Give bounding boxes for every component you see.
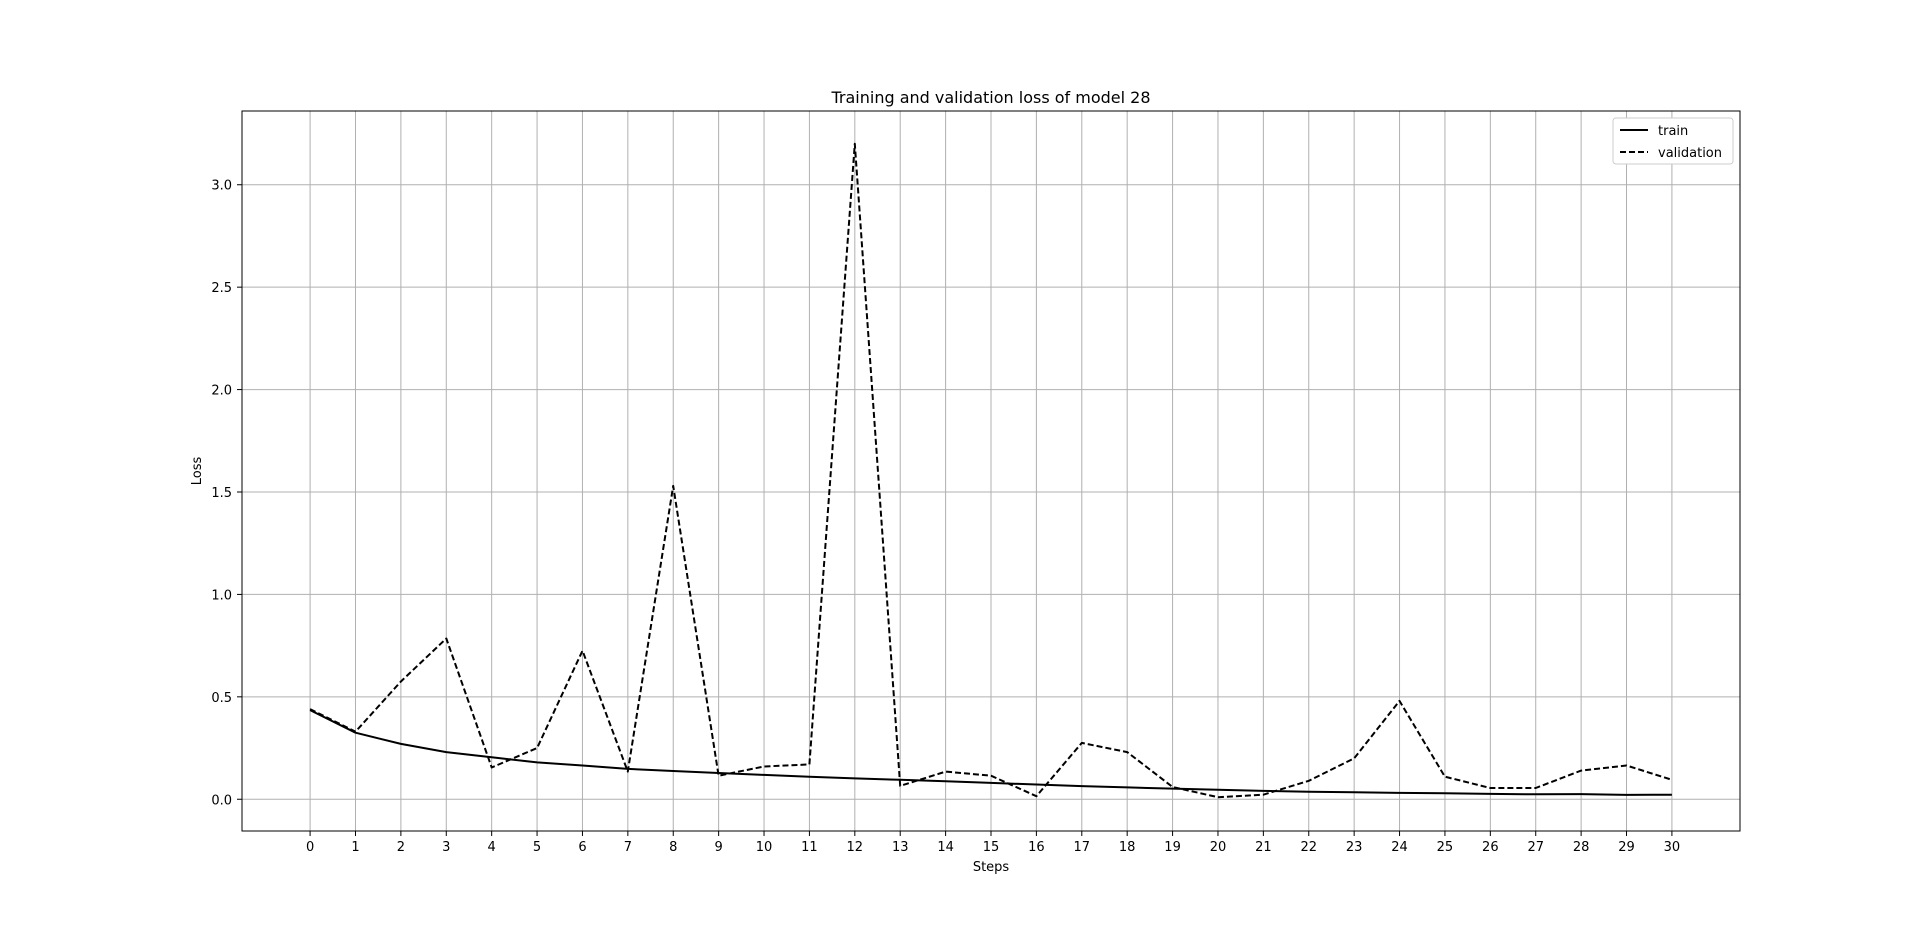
- x-tick-label: 19: [1164, 840, 1181, 855]
- chart-title: Training and validation loss of model 28: [830, 88, 1150, 107]
- x-tick-label: 30: [1664, 840, 1681, 855]
- legend-validation-label: validation: [1658, 146, 1722, 161]
- x-tick-label: 26: [1482, 840, 1499, 855]
- grid: [242, 111, 1740, 831]
- y-tick-label: 1.5: [211, 486, 232, 501]
- x-tick-label: 4: [488, 840, 496, 855]
- x-tick-label: 14: [937, 840, 954, 855]
- x-tick-label: 1: [351, 840, 359, 855]
- y-axis-label: Loss: [190, 457, 205, 486]
- x-tick-label: 27: [1527, 840, 1544, 855]
- x-tick-label: 17: [1074, 840, 1091, 855]
- y-tick-label: 0.0: [211, 793, 232, 808]
- x-axis-label: Steps: [973, 860, 1010, 875]
- x-tick-label: 18: [1119, 840, 1136, 855]
- x-tick-label: 2: [397, 840, 405, 855]
- x-tick-label: 16: [1028, 840, 1045, 855]
- x-tick-label: 9: [714, 840, 722, 855]
- x-tick-label: 12: [847, 840, 864, 855]
- y-tick-label: 3.0: [211, 179, 232, 194]
- x-tick-label: 6: [578, 840, 586, 855]
- x-tick-label: 25: [1437, 840, 1454, 855]
- y-tick-label: 1.0: [211, 588, 232, 603]
- validation-series-line: [309, 142, 1673, 799]
- y-axis: 0.0 0.5 1.0 1.5 2.0 2.5 3.0: [211, 179, 242, 808]
- x-tick-label: 24: [1391, 840, 1408, 855]
- x-tick-label: 10: [756, 840, 773, 855]
- x-tick-label: 28: [1573, 840, 1590, 855]
- y-tick-label: 2.0: [211, 384, 232, 399]
- x-tick-label: 23: [1346, 840, 1363, 855]
- x-tick-label: 29: [1618, 840, 1635, 855]
- legend-train-label: train: [1658, 124, 1688, 139]
- x-tick-label: 13: [892, 840, 909, 855]
- series-layer: [309, 142, 1673, 799]
- train-series-line: [309, 709, 1672, 796]
- x-tick-label: 7: [624, 840, 632, 855]
- x-tick-label: 3: [442, 840, 450, 855]
- x-tick-label: 22: [1300, 840, 1317, 855]
- x-tick-label: 0: [306, 840, 314, 855]
- x-tick-label: 11: [801, 840, 818, 855]
- x-tick-label: 20: [1210, 840, 1227, 855]
- x-tick-label: 5: [533, 840, 541, 855]
- y-tick-label: 2.5: [211, 281, 232, 296]
- x-tick-label: 8: [669, 840, 677, 855]
- x-tick-label: 21: [1255, 840, 1272, 855]
- legend: train validation: [1612, 117, 1734, 165]
- x-axis: 0 1 2 3 4 5 6 7 8 9 10 11 12 13 14 15 16 17 18 19 20 21 22 23 24…: [306, 831, 1680, 855]
- y-tick-label: 0.5: [211, 691, 232, 706]
- x-tick-label: 15: [983, 840, 1000, 855]
